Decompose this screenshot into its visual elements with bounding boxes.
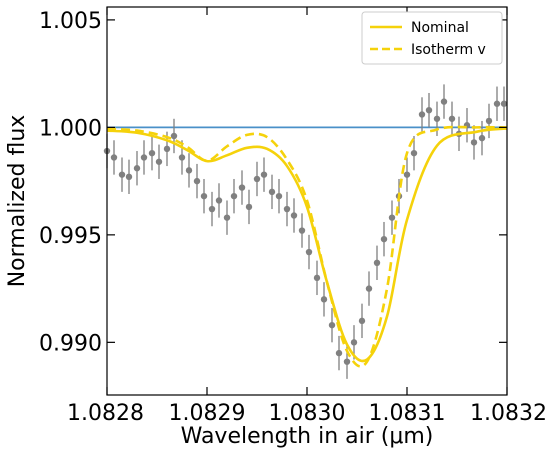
data-point [470,139,478,146]
data-point [343,358,351,365]
data-point [305,248,313,256]
data-point [410,149,418,157]
data-point [193,177,201,185]
data-point [110,154,118,161]
data-point [335,349,343,357]
y-axis-title: Normalized flux [5,115,30,288]
data-point [185,167,193,174]
series-layer [103,84,508,379]
data-point [118,171,126,178]
data-point [478,134,486,142]
legend: Nominal Isotherm v [361,11,503,65]
data-point [373,259,381,267]
legend-label-isotherm: Isotherm v [411,42,486,58]
ticks-layer: 1.0828 1.0829 1.0830 1.0831 1.0832 0.990 0.995… [39,7,547,426]
data-point [275,192,283,200]
data-point [170,132,178,140]
data-point [245,203,253,211]
nominal-line [106,127,508,363]
data-point [133,165,141,172]
data-point [350,339,358,346]
data-point [208,205,216,213]
data-point [298,227,306,234]
data-point [148,149,156,157]
data-point [140,154,148,161]
data-point [260,171,268,178]
data-point [440,98,448,105]
data-point [290,212,298,219]
data-point [163,145,171,153]
data-point [365,285,373,292]
data-point [313,274,321,282]
data-point [403,171,411,178]
data-point [388,214,396,221]
legend-label-nominal: Nominal [411,20,469,36]
data-point [230,192,238,200]
data-point [178,154,186,161]
data-point [215,197,223,204]
y-tick-label: 1.005 [39,9,102,34]
data-point [493,100,501,107]
data-point [320,296,328,303]
data-point [223,214,231,221]
y-tick-label: 1.000 [39,116,102,141]
data-point [358,317,366,325]
x-tick-label: 1.0829 [169,401,246,426]
data-point [125,173,133,181]
data-point [238,184,246,191]
data-point [448,115,456,122]
data-point [268,188,276,196]
data-point [433,115,441,122]
x-tick-label: 1.0832 [470,401,547,426]
x-tick-label: 1.0831 [369,401,446,426]
data-point [328,321,336,329]
x-tick-label: 1.0828 [67,401,144,426]
data-point [155,158,163,165]
data-point [380,235,388,243]
data-point [425,106,433,114]
data-point [500,100,508,107]
data-point [283,205,291,213]
isotherm-line [106,125,508,368]
data-point [200,192,208,200]
data-point [418,111,426,118]
data-point [253,175,261,183]
y-tick-label: 0.990 [39,331,102,356]
legend-box [361,11,503,65]
y-tick-label: 0.995 [39,224,102,249]
data-point [485,117,493,125]
x-tick-label: 1.0830 [269,401,346,426]
x-axis-title: Wavelength in air (μm) [181,424,434,449]
